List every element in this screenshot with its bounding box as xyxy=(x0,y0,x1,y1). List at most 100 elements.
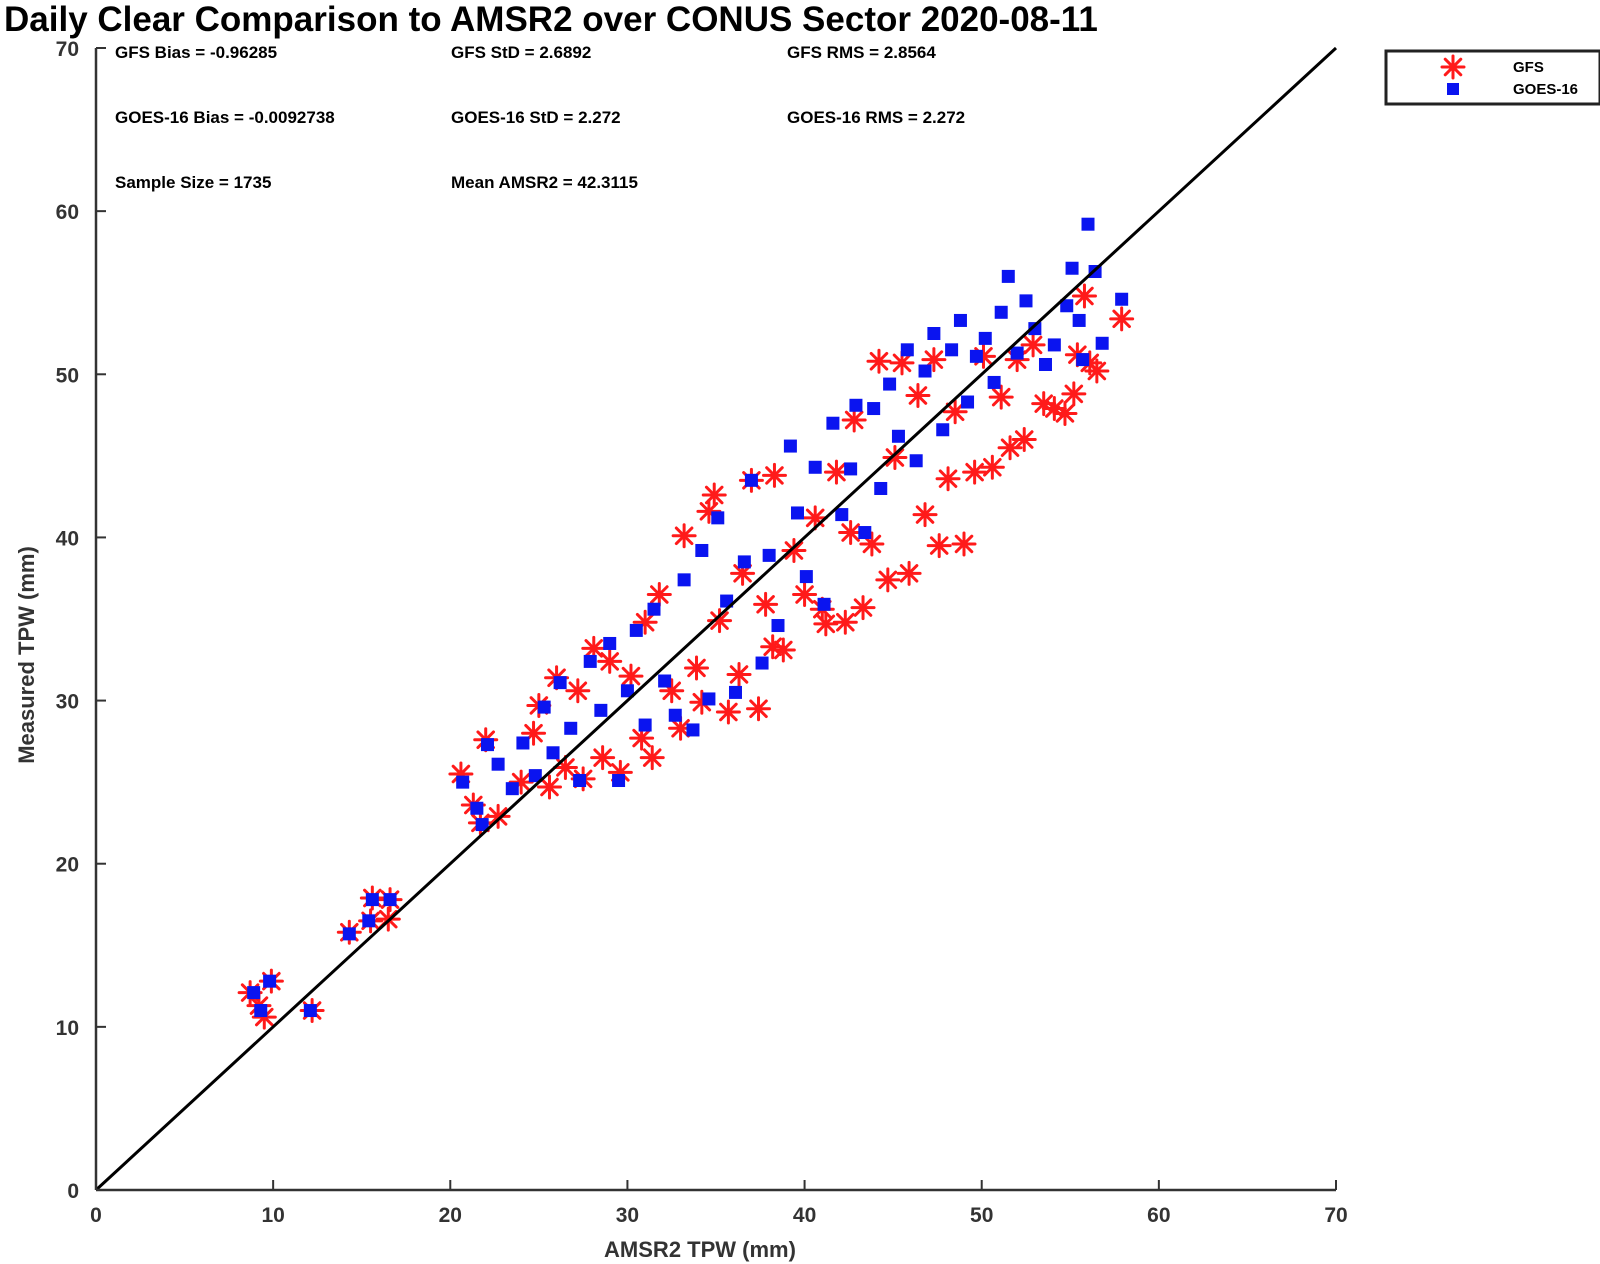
data-point-goes16 xyxy=(612,774,626,788)
data-point-gfs xyxy=(536,774,562,800)
data-point-gfs xyxy=(715,699,741,725)
chart-title: Daily Clear Comparison to AMSR2 over CON… xyxy=(4,0,1098,39)
data-point-goes16 xyxy=(475,818,489,832)
data-point-goes16 xyxy=(1060,299,1074,313)
data-point-goes16 xyxy=(686,723,700,737)
data-point-gfs xyxy=(792,582,818,608)
data-point-goes16 xyxy=(480,738,494,752)
data-point-goes16 xyxy=(254,1004,268,1018)
data-point-goes16 xyxy=(808,460,822,474)
tick-marks: 0 10 20 30 40 50 60 70 0 10 20 30 40 50 60 70 xyxy=(56,38,1348,1227)
data-point-goes16 xyxy=(1115,292,1129,306)
data-point-gfs xyxy=(590,745,616,771)
data-point-goes16 xyxy=(762,548,776,562)
data-point-gfs xyxy=(921,347,947,373)
data-point-goes16 xyxy=(1019,294,1033,308)
data-point-goes16 xyxy=(620,684,634,698)
data-point-goes16 xyxy=(695,543,709,557)
data-point-goes16 xyxy=(1095,336,1109,350)
data-point-goes16 xyxy=(858,526,872,540)
data-point-gfs xyxy=(832,609,858,635)
legend-goes16-label: GOES-16 xyxy=(1513,81,1578,98)
data-point-gfs xyxy=(753,591,779,617)
stat-label: GOES-16 Bias = -0.0092738 xyxy=(115,108,335,127)
x-tick-label: 40 xyxy=(793,1204,816,1227)
data-points xyxy=(237,217,1135,1030)
y-axis-label: Measured TPW (mm) xyxy=(14,546,39,764)
y-tick-label: 70 xyxy=(56,38,79,61)
legend-goes16-marker xyxy=(1447,83,1459,95)
data-point-gfs xyxy=(926,533,952,559)
data-point-goes16 xyxy=(978,331,992,345)
data-point-goes16 xyxy=(1072,313,1086,327)
data-point-gfs xyxy=(823,459,849,485)
data-point-goes16 xyxy=(528,769,542,783)
x-tick-label: 0 xyxy=(90,1204,102,1227)
data-point-goes16 xyxy=(790,506,804,520)
stats-block: GFS Bias = -0.96285 GFS StD = 2.6892 GFS R… xyxy=(115,43,965,192)
legend: GFS GOES-16 xyxy=(1384,49,1600,106)
data-point-gfs xyxy=(979,454,1005,480)
data-point-goes16 xyxy=(505,782,519,796)
data-point-goes16 xyxy=(362,914,376,928)
data-point-goes16 xyxy=(987,375,1001,389)
data-point-goes16 xyxy=(1010,346,1024,360)
data-point-gfs xyxy=(485,803,511,829)
x-tick-label: 10 xyxy=(261,1204,284,1227)
stat-label: Sample Size = 1735 xyxy=(115,173,271,192)
data-point-goes16 xyxy=(247,986,261,1000)
stat-label: GFS RMS = 2.8564 xyxy=(787,43,936,62)
data-point-gfs xyxy=(707,608,733,634)
data-point-gfs xyxy=(875,567,901,593)
data-point-goes16 xyxy=(638,718,652,732)
data-point-goes16 xyxy=(849,398,863,412)
data-point-gfs xyxy=(1052,400,1078,426)
data-point-goes16 xyxy=(263,974,277,988)
data-point-gfs xyxy=(912,502,938,528)
data-point-gfs xyxy=(850,595,876,621)
series-goes16 xyxy=(247,217,1129,1018)
data-point-goes16 xyxy=(953,313,967,327)
data-point-goes16 xyxy=(677,573,691,587)
data-point-goes16 xyxy=(874,481,888,495)
legend-gfs-label: GFS xyxy=(1513,59,1544,76)
data-point-goes16 xyxy=(658,674,672,688)
data-point-gfs xyxy=(1109,306,1135,332)
data-point-goes16 xyxy=(456,775,470,789)
data-point-goes16 xyxy=(1047,338,1061,352)
data-point-gfs xyxy=(618,663,644,689)
data-point-goes16 xyxy=(594,703,608,717)
data-point-gfs xyxy=(866,348,892,374)
data-point-goes16 xyxy=(817,597,831,611)
data-point-gfs xyxy=(671,523,697,549)
y-tick-label: 40 xyxy=(56,527,79,550)
data-point-gfs xyxy=(1071,283,1097,309)
data-point-gfs xyxy=(521,720,547,746)
data-point-gfs xyxy=(1061,381,1087,407)
data-point-goes16 xyxy=(1076,353,1090,367)
data-point-gfs xyxy=(629,725,655,751)
data-point-gfs xyxy=(726,661,752,687)
data-point-goes16 xyxy=(1065,261,1079,275)
data-point-gfs xyxy=(781,537,807,563)
data-point-goes16 xyxy=(900,343,914,357)
data-point-goes16 xyxy=(891,429,905,443)
data-point-goes16 xyxy=(728,685,742,699)
data-point-gfs xyxy=(770,637,796,663)
data-point-goes16 xyxy=(711,511,725,525)
data-point-goes16 xyxy=(1001,269,1015,283)
data-point-goes16 xyxy=(342,927,356,941)
y-tick-label: 0 xyxy=(67,1180,79,1203)
data-point-goes16 xyxy=(936,423,950,437)
data-point-goes16 xyxy=(537,700,551,714)
data-point-gfs xyxy=(597,648,623,674)
stat-label: GOES-16 StD = 2.272 xyxy=(451,108,621,127)
data-point-goes16 xyxy=(783,439,797,453)
data-point-goes16 xyxy=(844,462,858,476)
data-point-gfs xyxy=(841,407,867,433)
x-tick-label: 20 xyxy=(439,1204,462,1227)
data-point-goes16 xyxy=(553,676,567,690)
data-point-goes16 xyxy=(303,1004,317,1018)
data-point-gfs xyxy=(896,560,922,586)
data-point-goes16 xyxy=(603,636,617,650)
